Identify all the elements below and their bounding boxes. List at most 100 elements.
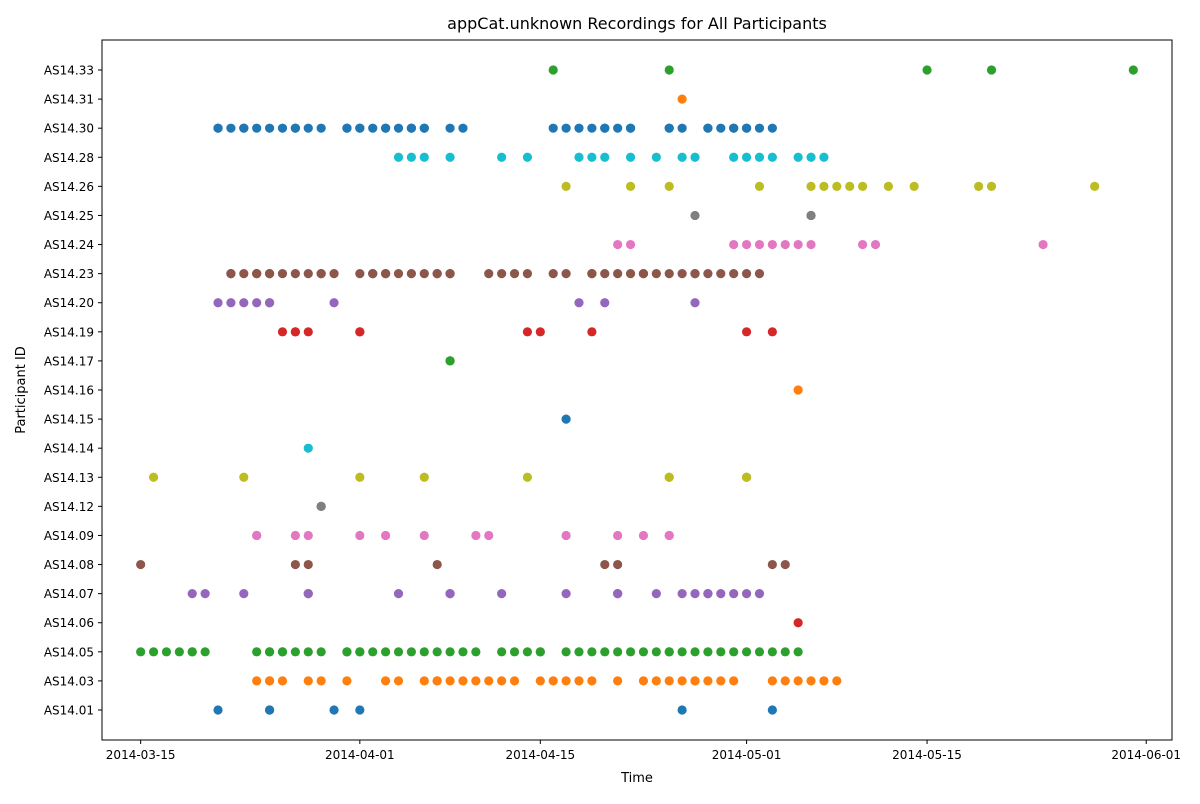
y-tick-label: AS14.31 (44, 93, 94, 107)
data-point-as14-03 (806, 676, 816, 686)
x-tick-label: 2014-05-01 (712, 748, 782, 762)
data-point-as14-23 (561, 269, 571, 279)
plot-area-frame (101, 39, 1173, 741)
y-tick-label: AS14.07 (44, 587, 94, 601)
data-point-as14-19 (522, 327, 533, 337)
y-tick-label: AS14.13 (44, 471, 94, 485)
data-point-as14-24 (767, 239, 777, 250)
data-point-as14-09 (303, 530, 313, 541)
y-tick-label: AS14.15 (44, 413, 94, 427)
y-tick-label: AS14.09 (44, 529, 94, 543)
data-point-as14-05 (561, 647, 571, 657)
data-point-as14-03 (316, 676, 326, 686)
data-point-as14-24 (858, 239, 868, 250)
data-point-as14-01 (677, 705, 687, 715)
data-point-as14-26 (561, 181, 571, 191)
data-point-as14-23 (290, 269, 300, 279)
data-point-as14-05 (342, 647, 352, 657)
data-point-as14-05 (406, 647, 416, 657)
data-point-as14-01 (213, 705, 223, 715)
data-point-as14-24 (793, 239, 803, 250)
data-point-as14-05 (303, 647, 313, 657)
y-tick-label: AS14.12 (44, 500, 94, 514)
data-point-as14-05 (316, 647, 326, 657)
y-tick-label: AS14.01 (44, 704, 94, 718)
data-point-as14-05 (741, 647, 752, 657)
data-point-as14-23 (432, 269, 442, 279)
data-point-as14-07 (703, 589, 713, 599)
data-point-as14-05 (638, 647, 649, 657)
data-point-as14-23 (509, 269, 520, 279)
data-point-as14-30 (213, 123, 223, 133)
data-point-as14-03 (471, 676, 481, 686)
y-axis-ticks: AS14.01 AS14.03 AS14.05 AS14.06 AS14.07 AS14.… (44, 64, 102, 718)
data-point-as14-28 (729, 152, 739, 162)
data-point-as14-07 (200, 589, 210, 599)
data-point-as14-24 (1038, 239, 1048, 250)
data-point-as14-13 (355, 472, 365, 482)
data-point-as14-26 (974, 181, 984, 191)
data-point-as14-26 (986, 181, 997, 191)
data-point-as14-20 (690, 298, 700, 308)
data-point-as14-24 (870, 239, 881, 250)
data-point-as14-30 (574, 123, 584, 133)
data-point-as14-14 (303, 443, 313, 453)
data-point-as14-08 (432, 559, 442, 570)
data-point-as14-19 (587, 327, 597, 337)
data-point-as14-09 (419, 530, 429, 541)
data-point-as14-30 (587, 123, 597, 133)
data-point-as14-24 (625, 239, 636, 250)
data-point-as14-23 (226, 269, 236, 279)
data-point-as14-30 (226, 123, 236, 133)
data-point-as14-20 (239, 298, 249, 308)
data-point-as14-05 (264, 647, 275, 657)
data-point-as14-28 (497, 152, 507, 162)
data-point-as14-23 (277, 269, 288, 279)
data-point-as14-03 (716, 676, 726, 686)
data-point-as14-03 (780, 676, 790, 686)
data-point-as14-01 (329, 705, 339, 715)
data-point-as14-28 (793, 152, 803, 162)
data-point-as14-09 (355, 530, 365, 541)
data-point-as14-30 (703, 123, 713, 133)
data-point-as14-07 (729, 589, 739, 599)
data-point-as14-30 (342, 123, 352, 133)
data-point-as14-30 (393, 123, 404, 133)
data-point-as14-03 (832, 676, 842, 686)
data-point-as14-23 (303, 269, 313, 279)
data-point-as14-23 (484, 269, 494, 279)
data-point-as14-28 (625, 152, 636, 162)
data-point-as14-30 (729, 123, 739, 133)
data-point-as14-05 (381, 647, 391, 657)
data-point-as14-26 (832, 181, 842, 191)
data-point-as14-23 (329, 269, 339, 279)
data-point-as14-24 (613, 239, 623, 250)
data-point-as14-28 (690, 152, 700, 162)
data-point-as14-09 (664, 530, 674, 541)
data-point-as14-30 (664, 123, 674, 133)
data-point-as14-08 (600, 559, 610, 570)
data-point-as14-23 (406, 269, 416, 279)
data-point-as14-28 (741, 152, 752, 162)
data-point-as14-05 (574, 647, 584, 657)
data-point-as14-30 (677, 123, 687, 133)
data-point-as14-08 (303, 559, 313, 570)
data-point-as14-23 (419, 269, 429, 279)
data-point-as14-33 (986, 65, 997, 75)
data-point-as14-07 (393, 589, 404, 599)
data-point-as14-03 (381, 676, 391, 686)
data-point-as14-30 (381, 123, 391, 133)
data-point-as14-08 (290, 559, 300, 570)
data-point-as14-28 (651, 152, 661, 162)
y-tick-label: AS14.16 (44, 384, 94, 398)
data-point-as14-07 (187, 589, 197, 599)
data-point-as14-24 (741, 239, 752, 250)
data-point-as14-05 (252, 647, 262, 657)
data-point-as14-05 (677, 647, 687, 657)
y-tick-label: AS14.24 (44, 238, 94, 252)
data-point-as14-33 (664, 65, 674, 75)
data-point-as14-30 (264, 123, 275, 133)
y-tick-label: AS14.17 (44, 354, 94, 368)
